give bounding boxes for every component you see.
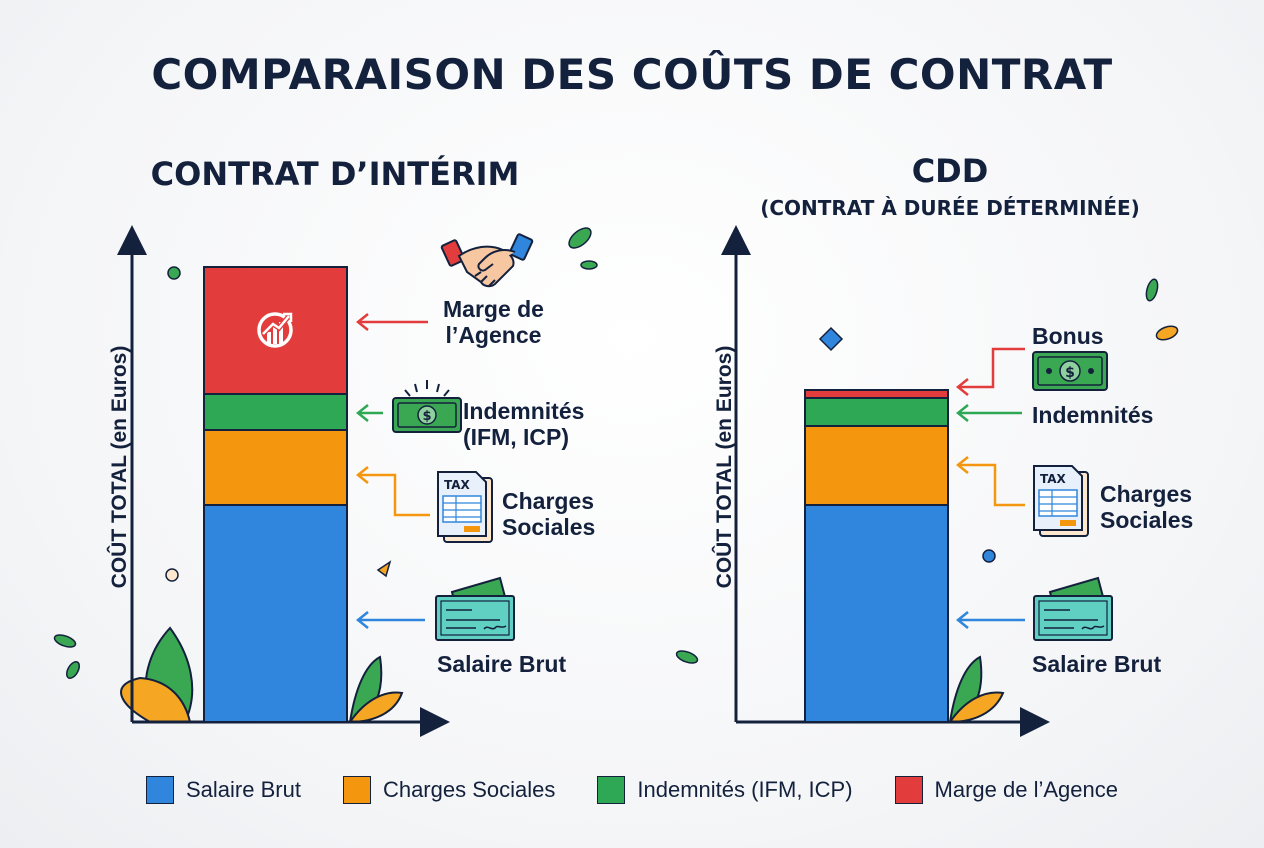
svg-text:$: $ — [422, 409, 431, 424]
chart-title-interim: CONTRAT D’INTÉRIM — [150, 155, 520, 193]
leaf-cluster-left-icon — [120, 626, 404, 724]
label-bonus: Bonus — [1032, 323, 1104, 349]
money-bill-icon: $ — [392, 380, 462, 433]
diamond-icon — [818, 326, 844, 352]
legend-swatch — [342, 776, 371, 804]
chart-subtitle-cdd: (CONTRAT À DURÉE DÉTERMINÉE) — [760, 196, 1140, 220]
legend: Salaire Brut Charges Sociales Indemnités… — [0, 776, 1264, 804]
legend-label: Salaire Brut — [186, 777, 301, 802]
annotation-arrows-cdd — [955, 347, 1025, 629]
legend-swatch — [597, 776, 626, 804]
legend-swatch — [146, 776, 174, 804]
chart-title-cdd: CDD — [911, 152, 989, 190]
bar-segment-cdd-1 — [804, 425, 949, 506]
cheque-icon — [1033, 576, 1113, 641]
dot-icon — [982, 549, 996, 563]
page-title: COMPARAISON DES COÛTS DE CONTRAT — [151, 50, 1113, 99]
bar-segment-cdd-3 — [804, 389, 949, 399]
label-line: Charges — [502, 488, 595, 514]
bar-segment-cdd-0 — [804, 504, 949, 723]
handshake-icon — [440, 233, 534, 288]
leaf-icon — [1155, 325, 1179, 341]
bar-segment-interim-2 — [203, 393, 348, 431]
dot-icon — [167, 266, 181, 280]
label-indemnites-cdd: Indemnités — [1032, 402, 1154, 428]
legend-item-indemnites: Indemnités (IFM, ICP) — [597, 776, 853, 804]
bar-segment-cdd-2 — [804, 397, 949, 427]
stacked-bar-cdd — [804, 389, 949, 723]
legend-label: Marge de l’Agence — [934, 777, 1118, 802]
label-indemnites: Indemnités (IFM, ICP) — [463, 398, 584, 450]
stacked-bar-interim — [203, 266, 348, 723]
leaf-cluster-right-icon — [948, 655, 1005, 724]
tax-form-icon: TAX — [437, 471, 493, 543]
label-salaire-brut-cdd: Salaire Brut — [1032, 651, 1162, 677]
arrow-charges — [360, 473, 430, 517]
legend-label: Charges Sociales — [382, 777, 556, 802]
bar-segment-interim-0 — [203, 504, 348, 723]
legend-swatch — [894, 776, 923, 804]
leaf-icon — [675, 650, 699, 664]
growth-chart-icon — [257, 312, 293, 348]
label-charges-sociales: Charges Sociales — [502, 488, 595, 540]
svg-text:TAX: TAX — [444, 478, 471, 492]
label-line: Sociales — [502, 514, 596, 540]
triangle-icon — [376, 560, 392, 578]
label-line: Sociales — [1100, 507, 1194, 533]
dot-icon — [165, 568, 179, 582]
svg-text:$: $ — [1065, 365, 1075, 381]
label-marge-agence: Marge de l’Agence — [443, 296, 544, 348]
tax-form-icon: TAX — [1033, 465, 1089, 537]
leaf-icon — [53, 634, 77, 648]
label-salaire-brut: Salaire Brut — [437, 651, 567, 677]
decorations — [53, 227, 1179, 724]
leaf-icon — [568, 227, 592, 249]
legend-item-salaire: Salaire Brut — [146, 776, 301, 804]
arrow-charges-cdd — [960, 463, 1025, 507]
cheque-icon — [435, 576, 515, 641]
legend-item-marge: Marge de l’Agence — [894, 776, 1118, 804]
label-line: Charges — [1100, 481, 1193, 507]
svg-text:TAX: TAX — [1040, 472, 1067, 486]
money-bill-icon: $ — [1032, 351, 1108, 391]
label-line: Marge de — [443, 296, 544, 322]
bar-segment-interim-1 — [203, 429, 348, 506]
arrow-bonus — [960, 347, 1025, 389]
legend-item-charges: Charges Sociales — [342, 776, 556, 804]
leaf-icon — [66, 661, 80, 679]
label-line: l’Agence — [445, 322, 542, 348]
label-line: (IFM, ICP) — [463, 424, 570, 450]
label-charges-sociales-cdd: Charges Sociales — [1100, 481, 1193, 533]
annotation-arrows-interim — [355, 313, 430, 629]
legend-label: Indemnités (IFM, ICP) — [637, 777, 853, 802]
label-line: Indemnités — [463, 398, 585, 424]
leaf-icon — [1145, 278, 1159, 302]
leaf-icon — [580, 260, 598, 270]
